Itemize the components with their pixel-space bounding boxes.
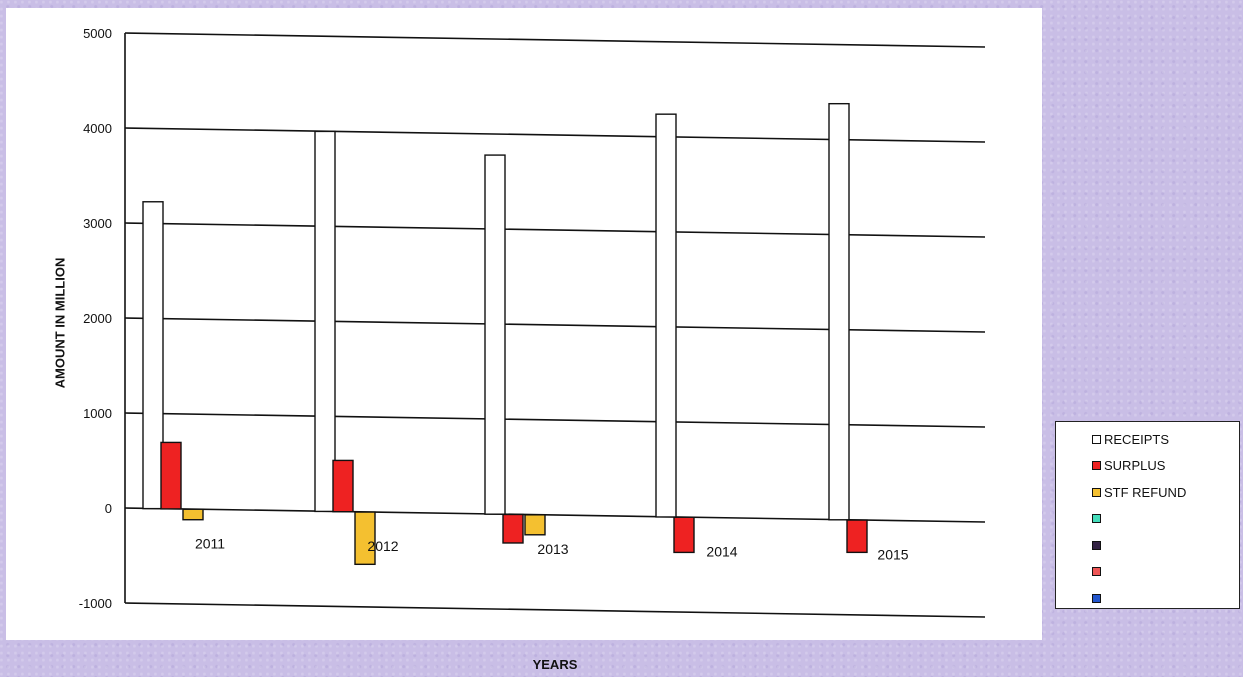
bar-receipts <box>655 113 677 518</box>
legend-swatch <box>1092 514 1101 523</box>
legend-item <box>1092 590 1104 606</box>
y-tick-label: 1000 <box>83 406 112 421</box>
legend-swatch <box>1092 593 1101 603</box>
bar-surplus <box>502 513 524 544</box>
legend-swatch <box>1092 434 1101 444</box>
bar-receipts <box>314 130 336 513</box>
bar-surplus <box>846 519 868 554</box>
legend-label: SURPLUS <box>1104 458 1166 473</box>
gridline <box>124 127 986 143</box>
legend-swatch <box>1092 567 1101 576</box>
y-tick-label: 3000 <box>83 216 112 231</box>
legend-item: STF REFUND <box>1092 484 1186 500</box>
gridline <box>124 412 986 428</box>
y-tick-label: 4000 <box>83 121 112 136</box>
bar-stf-refund <box>354 511 376 566</box>
x-tick-label: 2014 <box>706 544 737 560</box>
legend-item <box>1092 537 1104 553</box>
legend-label: STF REFUND <box>1104 484 1187 500</box>
y-axis-label-text: AMOUNT IN MILLION <box>52 257 68 389</box>
x-tick-label: 2015 <box>877 547 908 563</box>
legend-swatch <box>1092 487 1101 497</box>
legend-swatch <box>1092 461 1101 470</box>
bar-receipts <box>828 102 850 521</box>
x-tick-label: 2011 <box>195 535 225 551</box>
x-axis-label: YEARS <box>532 657 578 672</box>
y-tick-label: 0 <box>105 501 112 516</box>
y-tick-label: 2000 <box>83 311 112 326</box>
bar-surplus <box>160 441 182 510</box>
y-tick-label: 5000 <box>83 26 112 41</box>
bar-stf-refund <box>524 514 546 536</box>
bar-surplus <box>673 516 695 554</box>
legend: RECEIPTS SURPLUS STF REFUND <box>1055 421 1240 609</box>
legend-item: RECEIPTS <box>1092 431 1169 447</box>
bar-receipts <box>484 154 506 515</box>
x-tick-label: 2013 <box>537 541 568 557</box>
gridline <box>124 32 986 48</box>
bar-surplus <box>332 459 354 513</box>
legend-item: SURPLUS <box>1092 458 1165 474</box>
gridline <box>124 222 986 238</box>
x-tick-label: 2012 <box>367 538 398 554</box>
y-tick-label: -1000 <box>79 596 112 611</box>
bar-stf-refund <box>182 508 204 521</box>
gridline <box>124 602 986 618</box>
gridline <box>124 317 986 333</box>
legend-swatch <box>1092 540 1101 550</box>
legend-item <box>1092 564 1104 580</box>
legend-label: RECEIPTS <box>1104 431 1170 447</box>
legend-item <box>1092 511 1104 527</box>
bar-receipts <box>142 201 164 510</box>
